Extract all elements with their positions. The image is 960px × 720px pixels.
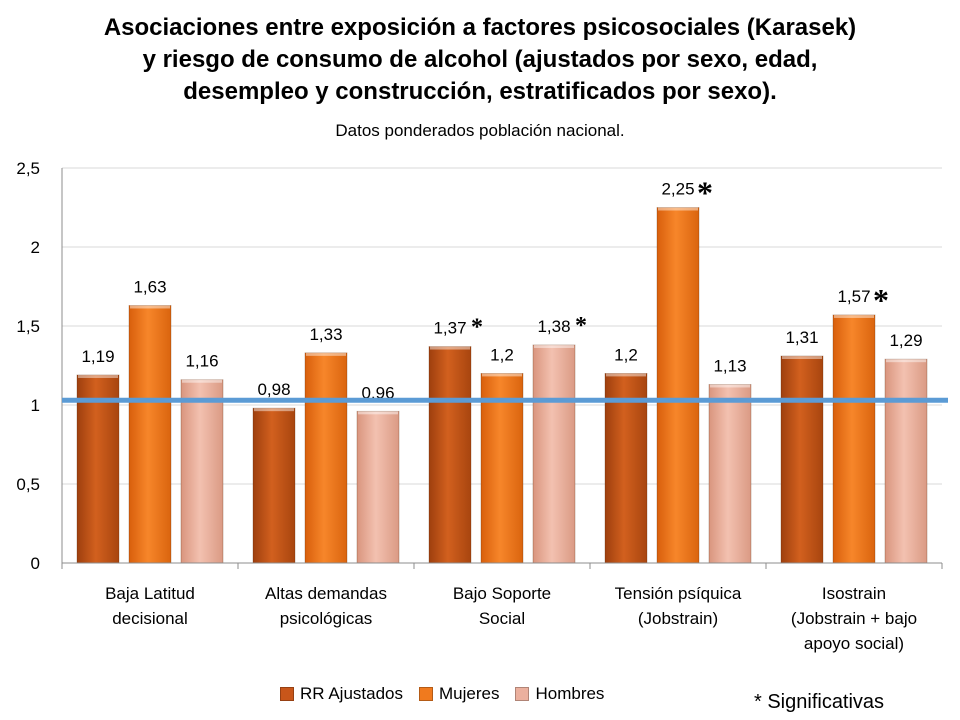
x-tick-label: Isostrain (822, 584, 886, 603)
bar-highlight (834, 314, 874, 318)
bar (604, 372, 648, 564)
y-tick-label: 0,5 (16, 475, 40, 494)
legend-swatch (515, 687, 530, 701)
data-label: 1,33 (309, 325, 342, 344)
data-label: 1,2 (490, 345, 514, 364)
y-tick-label: 0 (31, 554, 40, 573)
significance-asterisk: * (873, 282, 889, 318)
y-axis: 0 0,5 1 1,5 2 2,5 (16, 159, 63, 573)
bar (884, 358, 928, 564)
x-axis: Baja Latitud decisional Altas demandas psic… (61, 562, 943, 653)
bar-highlight (306, 352, 346, 356)
bar (780, 355, 824, 564)
data-label: 1,2 (614, 345, 638, 364)
data-label: 1,63 (133, 277, 166, 296)
data-label: 0,98 (257, 380, 290, 399)
bar (356, 410, 400, 564)
data-label: 0,96 (361, 383, 394, 402)
x-tick-label: Social (479, 609, 525, 628)
legend-item-mujeres: Mujeres (419, 684, 499, 704)
bar-highlight (710, 384, 750, 388)
data-label: 1,13 (713, 356, 746, 375)
bar (656, 207, 700, 564)
y-tick-label: 2 (31, 238, 40, 257)
x-tick-label: apoyo social) (804, 634, 904, 653)
bar-highlight (658, 207, 698, 211)
data-label: 1,31 (785, 328, 818, 347)
data-label: 1,37 (433, 319, 466, 338)
bar (708, 384, 752, 564)
legend-label: Mujeres (439, 684, 500, 703)
bar-highlight (130, 305, 170, 309)
data-label: 1,57 (837, 287, 870, 306)
significance-asterisk: * (575, 313, 587, 339)
significance-asterisk: * (471, 315, 483, 341)
y-tick-label: 1,5 (16, 317, 40, 336)
bars (76, 207, 928, 564)
bar (128, 305, 172, 564)
legend: RR Ajustados Mujeres Hombres (280, 683, 620, 705)
data-label: 2,25 (661, 180, 694, 199)
bar-highlight (886, 359, 926, 363)
bar (304, 352, 348, 564)
chart-subtitle: Datos ponderados población nacional. (335, 121, 625, 140)
data-label: 1,29 (889, 331, 922, 350)
bar (76, 374, 120, 564)
chart-title: Asociaciones entre exposición a factores… (0, 12, 960, 108)
bar-highlight (534, 344, 574, 348)
x-tick-label: (Jobstrain) (638, 609, 718, 628)
bar (252, 407, 296, 564)
chart-title-line-1: Asociaciones entre exposición a factores… (103, 14, 857, 41)
bar-highlight (78, 374, 118, 378)
x-tick-label: Altas demandas (265, 584, 387, 603)
bar (480, 372, 524, 564)
bar-highlight (430, 346, 470, 350)
bar-highlight (482, 373, 522, 377)
bar-highlight (358, 411, 398, 415)
data-label: 1,16 (185, 352, 218, 371)
x-tick-label: Tensión psíquica (615, 584, 742, 603)
bar-highlight (606, 373, 646, 377)
significance-note: * Significativas (754, 691, 885, 713)
bar (428, 346, 472, 564)
bar-highlight (182, 379, 222, 383)
legend-label: RR Ajustados (300, 684, 403, 703)
legend-item-hombres: Hombres (515, 684, 604, 704)
y-tick-label: 2,5 (16, 159, 40, 178)
legend-item-rr-ajustados: RR Ajustados (280, 684, 403, 704)
chart-title-line-3: desempleo y construcción, estratificados… (183, 78, 777, 105)
chart-title-line-2: y riesgo de consumo de alcohol (ajustado… (142, 46, 818, 73)
data-label: 1,38 (537, 317, 570, 336)
bar-highlight (782, 356, 822, 360)
x-tick-label: Bajo Soporte (453, 584, 551, 603)
legend-swatch (280, 687, 294, 701)
data-label: 1,19 (81, 347, 114, 366)
x-tick-label: (Jobstrain + bajo (791, 609, 917, 628)
bar (832, 314, 876, 564)
legend-swatch (419, 687, 433, 701)
bar (532, 344, 576, 564)
data-labels: 1,19 0,98 1,37 1,2 1,31 1,63 1,33 1,2 2,25 1,57 1,… (81, 175, 922, 403)
x-tick-label: decisional (112, 609, 188, 628)
significance-asterisk: * (697, 175, 713, 211)
x-tick-label: Baja Latitud (105, 584, 195, 603)
y-tick-label: 1 (31, 396, 40, 415)
bar-highlight (254, 408, 294, 412)
bar-chart: 1,19 0,98 1,37 1,2 1,31 1,63 1,33 1,2 2,25 1,57 1,… (16, 159, 948, 653)
bar (180, 379, 224, 564)
legend-label: Hombres (535, 684, 605, 703)
x-tick-label: psicológicas (280, 609, 373, 628)
